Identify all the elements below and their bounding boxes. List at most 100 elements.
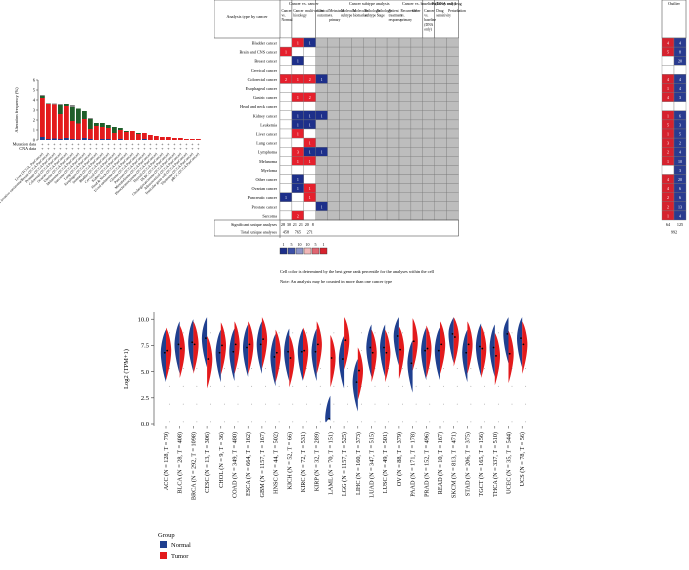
column-header: vs. [424,14,428,18]
y-tick-label: 2.5 [141,395,149,402]
grid-cell [339,83,352,93]
violin-normal [421,327,427,380]
x-tick-label: LUSC (N = 49, T = 501) [382,432,389,493]
median-normal [218,351,221,354]
grid-cell [446,128,459,139]
grid-cell [363,128,376,139]
outlier-count: 10 [678,159,682,164]
outlier-cell [673,65,687,75]
jitter-dot [223,368,225,369]
jitter-dot [415,350,417,352]
x-tick-label: LUAD (N = 347, T = 515) [369,432,376,498]
cna-marker: + [191,146,194,151]
mutation-marker: + [65,142,68,147]
grid-cell [327,101,340,111]
violin-normal [188,319,194,372]
jitter-dot [237,385,239,387]
mutation-marker: + [95,142,98,147]
median-normal [287,350,289,353]
grid-cell [446,165,459,175]
outlier-cell [661,101,675,111]
cell-count: 1 [309,141,311,146]
mutation-marker: + [125,142,128,147]
jitter-dot [292,350,294,352]
violin-tumor [303,327,309,380]
grid-cell [339,74,352,84]
jitter-dot [306,350,307,352]
jitter-dot [251,368,253,369]
grid-cell [303,128,316,139]
median-normal [492,346,495,349]
bar-segment [172,138,177,140]
column-header: primary [329,18,341,22]
grid-cell [422,174,435,184]
grid-cell [375,83,388,93]
mutation-marker: + [113,142,116,147]
violin-normal [475,323,482,376]
bar-segment [148,135,153,140]
bar-segment [142,133,147,139]
grid-cell [446,110,459,121]
bar-segment [46,104,51,139]
outlier-count: 8 [679,50,681,55]
y-axis-label: Log2 (TPM+1) [123,349,130,389]
jitter-dot [210,385,211,387]
grid-cell [315,128,328,139]
jitter-dot [319,332,321,334]
grid-cell [386,128,400,139]
grid-cell [315,192,328,202]
jitter-dot [347,421,348,423]
grid-cell [410,65,423,75]
grid-cell [327,183,340,193]
scale-label: 5 [291,242,293,247]
grid-cell [339,192,352,202]
outlier-total: 992 [671,230,677,235]
grid-cell [363,92,376,102]
cna-marker: + [113,146,116,151]
mutation-marker: + [137,142,140,147]
y-tick-label: 10.0 [138,316,149,323]
jitter-dot [292,332,294,334]
median-tumor [399,348,401,351]
bar-segment [130,131,135,140]
grid-cell [291,65,304,75]
bar-segment [154,136,159,140]
grid-cell [363,165,376,175]
grid-cell [446,74,459,84]
grid-cell [339,128,352,139]
grid-cell [351,46,364,57]
grid-cell [375,192,388,202]
grid-cell [351,192,364,202]
outlier-count: 1 [667,132,669,137]
jitter-dot [388,385,390,387]
violin-tumor [398,326,405,379]
jitter-dot [497,385,499,387]
median-normal [383,346,385,349]
legend-label: Normal [171,542,191,549]
jitter-dot [182,368,184,369]
violin-tumor [481,325,487,378]
grid-cell [410,74,423,84]
jitter-dot [292,368,294,369]
cell-count: 2 [297,213,299,218]
bar-segment [58,139,63,140]
grid-cell [386,156,400,166]
jitter-dot [182,385,184,387]
y-tick-label: 5 [33,88,36,93]
column-header: treatment [389,14,403,18]
grid-cell [410,46,423,57]
significant-value: 21 [299,222,303,227]
median-normal [465,351,468,354]
jitter-dot [265,403,266,405]
column-header: Molecular [353,9,369,13]
outlier-count: 2 [667,150,669,155]
grid-cell [375,119,388,130]
bar-segment [94,126,99,140]
mutation-marker: + [53,142,56,147]
outlier-count: 2 [667,195,669,200]
grid-cell [386,174,400,184]
grid-cell [279,65,293,75]
grid-cell [422,65,435,75]
jitter-dot [470,332,472,334]
